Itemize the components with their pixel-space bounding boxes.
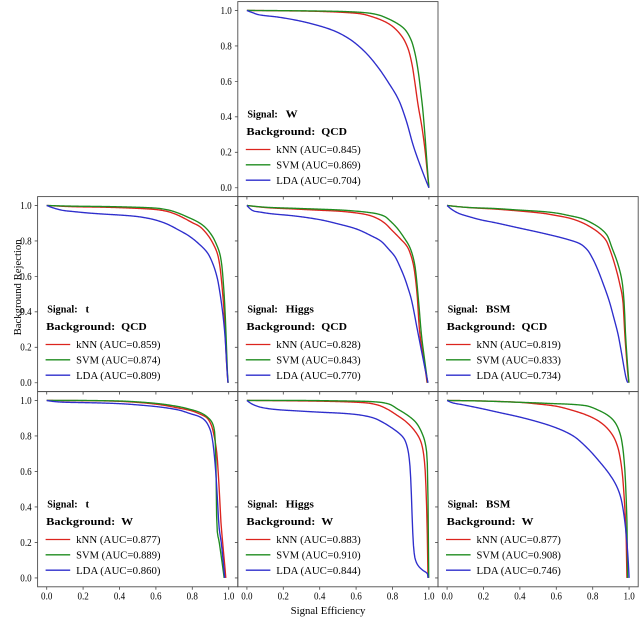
svg-text:0.0: 0.0 [241,592,252,603]
svg-text:LDA (AUC=0.746): LDA (AUC=0.746) [477,565,562,577]
svg-text:0.6: 0.6 [221,77,232,88]
svg-text:Background:: Background: [46,516,115,528]
svg-text:t: t [86,303,90,315]
svg-text:kNN (AUC=0.828): kNN (AUC=0.828) [276,339,361,351]
svg-text:t: t [86,498,90,510]
svg-text:kNN (AUC=0.845): kNN (AUC=0.845) [276,144,361,156]
svg-text:W: W [522,516,534,528]
svg-text:BSM: BSM [486,303,511,315]
svg-text:0.0: 0.0 [441,592,452,603]
svg-text:QCD: QCD [321,321,347,333]
svg-text:Background:: Background: [447,321,516,333]
svg-text:SVM (AUC=0.843): SVM (AUC=0.843) [276,354,361,366]
svg-text:0.6: 0.6 [20,467,31,478]
svg-text:0.6: 0.6 [551,592,562,603]
svg-text:Signal:: Signal: [247,108,277,120]
svg-text:SVM (AUC=0.874): SVM (AUC=0.874) [76,354,161,366]
svg-text:1.0: 1.0 [20,396,31,407]
svg-text:0.6: 0.6 [150,592,161,603]
svg-text:SVM (AUC=0.908): SVM (AUC=0.908) [477,549,562,561]
svg-text:Background:: Background: [246,126,315,138]
svg-text:Signal:: Signal: [247,303,277,315]
svg-text:W: W [286,108,298,120]
svg-text:LDA (AUC=0.844): LDA (AUC=0.844) [276,565,361,577]
svg-text:Higgs: Higgs [286,303,315,315]
svg-text:Background:: Background: [46,321,115,333]
svg-text:1.0: 1.0 [623,592,634,603]
svg-text:BSM: BSM [486,498,511,510]
svg-text:LDA (AUC=0.734): LDA (AUC=0.734) [477,370,562,382]
svg-text:QCD: QCD [321,126,347,138]
svg-text:0.2: 0.2 [20,343,31,354]
svg-text:0.8: 0.8 [221,41,232,52]
svg-text:0.6: 0.6 [350,592,361,603]
svg-text:Background:: Background: [447,516,516,528]
svg-text:0.4: 0.4 [221,112,232,123]
svg-text:0.4: 0.4 [314,592,325,603]
svg-text:1.0: 1.0 [20,201,31,212]
svg-text:Background Rejection: Background Rejection [12,239,24,335]
svg-text:Signal:: Signal: [47,303,77,315]
svg-text:0.8: 0.8 [187,592,198,603]
svg-text:SVM (AUC=0.869): SVM (AUC=0.869) [276,159,361,171]
svg-text:1.0: 1.0 [223,592,234,603]
svg-text:Signal:: Signal: [47,498,77,510]
svg-text:0.4: 0.4 [514,592,525,603]
svg-text:1.0: 1.0 [423,592,434,603]
svg-text:kNN (AUC=0.859): kNN (AUC=0.859) [76,339,161,351]
svg-text:SVM (AUC=0.833): SVM (AUC=0.833) [477,354,562,366]
svg-text:0.4: 0.4 [20,307,31,318]
svg-text:0.6: 0.6 [20,272,31,283]
svg-text:0.8: 0.8 [387,592,398,603]
svg-text:0.0: 0.0 [221,183,232,194]
svg-text:LDA (AUC=0.860): LDA (AUC=0.860) [76,565,161,577]
svg-text:0.0: 0.0 [20,573,31,584]
svg-text:QCD: QCD [121,321,147,333]
svg-text:0.0: 0.0 [41,592,52,603]
svg-text:0.8: 0.8 [20,236,31,247]
svg-text:0.8: 0.8 [587,592,598,603]
svg-text:kNN (AUC=0.877): kNN (AUC=0.877) [477,534,562,546]
svg-text:LDA (AUC=0.770): LDA (AUC=0.770) [276,370,361,382]
svg-text:0.8: 0.8 [20,431,31,442]
svg-text:Signal:: Signal: [448,303,478,315]
svg-text:Background:: Background: [246,516,315,528]
svg-text:0.4: 0.4 [20,502,31,513]
svg-text:W: W [121,516,133,528]
svg-text:SVM (AUC=0.889): SVM (AUC=0.889) [76,549,161,561]
svg-text:kNN (AUC=0.877): kNN (AUC=0.877) [76,534,161,546]
svg-text:0.2: 0.2 [77,592,88,603]
svg-text:Background:: Background: [246,321,315,333]
svg-text:W: W [321,516,333,528]
svg-text:LDA (AUC=0.704): LDA (AUC=0.704) [276,175,361,187]
svg-text:Signal:: Signal: [448,498,478,510]
svg-text:0.2: 0.2 [278,592,289,603]
svg-text:0.2: 0.2 [221,148,232,159]
svg-text:0.0: 0.0 [20,378,31,389]
svg-text:kNN (AUC=0.883): kNN (AUC=0.883) [276,534,361,546]
svg-text:LDA (AUC=0.809): LDA (AUC=0.809) [76,370,161,382]
svg-text:0.2: 0.2 [20,538,31,549]
svg-text:SVM (AUC=0.910): SVM (AUC=0.910) [276,549,361,561]
svg-text:kNN (AUC=0.819): kNN (AUC=0.819) [477,339,562,351]
svg-text:QCD: QCD [522,321,548,333]
svg-text:0.2: 0.2 [478,592,489,603]
svg-text:Signal:: Signal: [247,498,277,510]
svg-text:Higgs: Higgs [286,498,315,510]
svg-text:Signal Efficiency: Signal Efficiency [291,605,366,617]
svg-text:1.0: 1.0 [221,6,232,17]
svg-text:0.4: 0.4 [114,592,125,603]
